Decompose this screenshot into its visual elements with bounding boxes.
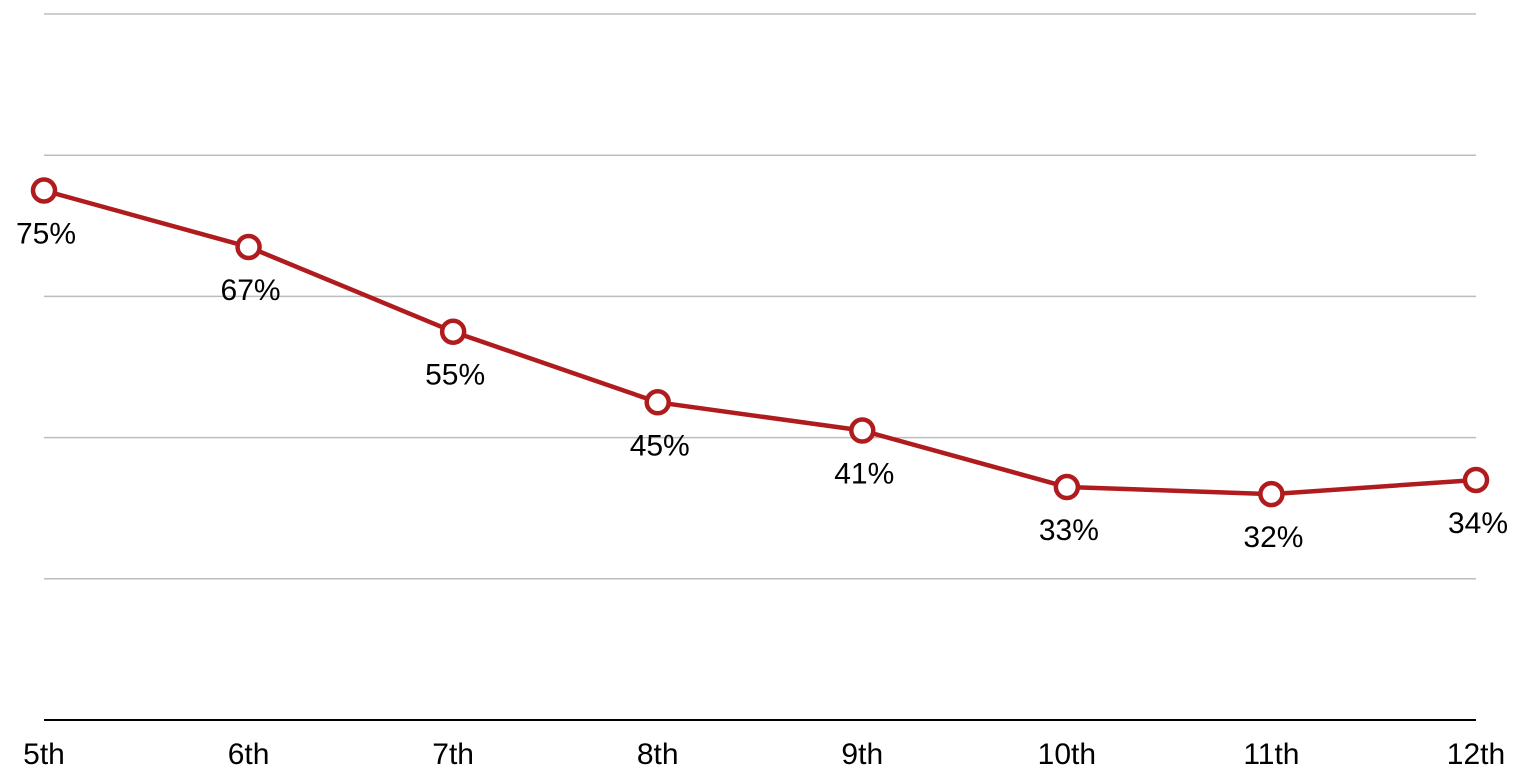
data-point	[1258, 480, 1285, 508]
data-points	[30, 177, 1490, 508]
data-label: 33%	[1039, 514, 1099, 547]
data-label: 32%	[1243, 521, 1303, 554]
data-point	[30, 177, 58, 204]
x-tick-label: 6th	[228, 738, 270, 770]
data-point	[439, 318, 467, 345]
x-tick-label: 12th	[1447, 738, 1505, 770]
x-tick-label: 9th	[841, 738, 883, 770]
x-tick-label: 10th	[1038, 738, 1096, 770]
data-point	[235, 233, 262, 261]
series-line	[43, 188, 1477, 497]
x-tick-label: 7th	[432, 738, 474, 770]
x-tick-label: 5th	[23, 738, 65, 770]
data-point	[849, 417, 876, 444]
data-label: 45%	[630, 429, 690, 462]
x-tick-label: 11th	[1243, 738, 1299, 770]
data-point	[644, 389, 671, 416]
data-label: 41%	[834, 458, 894, 491]
data-label: 67%	[221, 274, 281, 307]
data-label: 34%	[1448, 507, 1508, 540]
data-label: 75%	[16, 218, 76, 251]
x-tick-label: 8th	[637, 738, 679, 770]
data-point	[1462, 466, 1490, 494]
data-labels: 75% 67% 55% 45% 41% 33% 32% 34%	[16, 218, 1508, 555]
x-tick-labels: 5th 6th 7th 8th 9th 10th 11th 12th	[23, 738, 1505, 770]
data-label: 55%	[425, 359, 485, 392]
gridlines	[44, 13, 1476, 580]
data-point	[1053, 473, 1081, 501]
